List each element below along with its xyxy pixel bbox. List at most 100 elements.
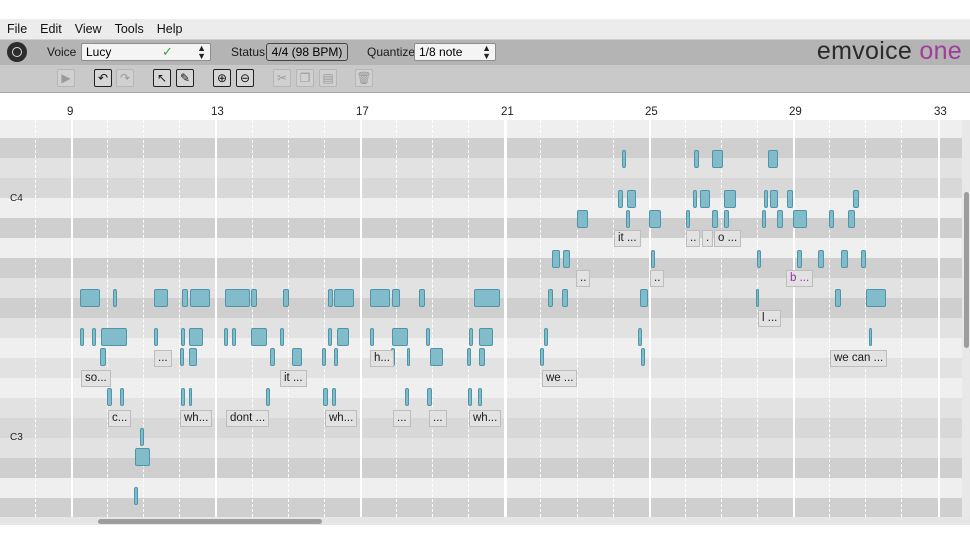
note-block[interactable] xyxy=(370,328,374,346)
select-tool-button[interactable]: ↖ xyxy=(153,69,171,87)
note-block[interactable] xyxy=(80,289,100,307)
undo-button[interactable]: ↶ xyxy=(94,69,112,87)
note-block[interactable] xyxy=(474,289,500,307)
note-block[interactable] xyxy=(479,328,493,346)
note-block[interactable] xyxy=(392,289,400,307)
quantize-select[interactable]: 1/8 note ▲ ▼ xyxy=(414,43,496,61)
note-block[interactable] xyxy=(712,210,718,228)
note-block[interactable] xyxy=(818,250,824,268)
note-block[interactable] xyxy=(322,348,326,366)
note-block[interactable] xyxy=(189,328,203,346)
note-block[interactable] xyxy=(641,348,645,366)
pitch-row[interactable] xyxy=(0,138,962,158)
lyric-label[interactable]: . xyxy=(702,230,714,247)
note-block[interactable] xyxy=(469,328,473,346)
delete-button[interactable]: 🗑 xyxy=(355,69,373,87)
note-block[interactable] xyxy=(92,328,96,346)
pitch-row[interactable] xyxy=(0,120,962,138)
note-block[interactable] xyxy=(651,250,655,268)
note-block[interactable] xyxy=(407,348,410,366)
note-block[interactable] xyxy=(756,289,759,307)
note-block[interactable] xyxy=(107,388,112,406)
note-block[interactable] xyxy=(638,328,642,346)
lyric-label[interactable]: wh... xyxy=(325,410,358,427)
note-block[interactable] xyxy=(768,150,778,168)
note-block[interactable] xyxy=(181,328,185,346)
lyric-label[interactable]: wh... xyxy=(469,410,502,427)
note-block[interactable] xyxy=(134,487,138,505)
horizontal-scrollbar[interactable] xyxy=(0,517,970,525)
menu-tools[interactable]: Tools xyxy=(114,22,144,36)
note-block[interactable] xyxy=(334,289,354,307)
lyric-label[interactable]: wh... xyxy=(180,410,213,427)
note-block[interactable] xyxy=(426,328,430,346)
vertical-scrollbar[interactable] xyxy=(962,120,970,517)
vertical-scroll-thumb[interactable] xyxy=(964,192,969,348)
note-block[interactable] xyxy=(693,190,697,208)
note-block[interactable] xyxy=(724,210,729,228)
note-block[interactable] xyxy=(700,190,710,208)
lyric-label[interactable]: we ... xyxy=(542,370,578,387)
note-block[interactable] xyxy=(479,348,485,366)
note-block[interactable] xyxy=(848,210,855,228)
note-block[interactable] xyxy=(181,388,185,406)
note-block[interactable] xyxy=(232,328,236,346)
lyric-label[interactable]: .. xyxy=(686,230,701,247)
note-block[interactable] xyxy=(793,210,807,228)
note-block[interactable] xyxy=(283,289,289,307)
lyric-label[interactable]: ... xyxy=(429,410,447,427)
note-block[interactable] xyxy=(332,388,336,406)
voice-select[interactable]: Lucy ✓ ▲ ▼ xyxy=(81,43,211,61)
note-block[interactable] xyxy=(190,289,210,307)
note-block[interactable] xyxy=(280,328,284,346)
pencil-tool-button[interactable]: ✎ xyxy=(176,69,194,87)
lyric-label[interactable]: ... xyxy=(154,350,172,367)
note-block[interactable] xyxy=(724,190,736,208)
lyric-label[interactable]: ... xyxy=(393,410,411,427)
note-block[interactable] xyxy=(869,328,872,346)
paste-button[interactable]: ▤ xyxy=(319,69,337,87)
note-block[interactable] xyxy=(419,289,425,307)
piano-roll-grid[interactable]: it ...... o ....... b ... l ... so...... h...… xyxy=(0,120,962,517)
note-block[interactable] xyxy=(225,289,250,307)
note-block[interactable] xyxy=(251,328,267,346)
note-block[interactable] xyxy=(777,210,783,228)
note-block[interactable] xyxy=(270,348,275,366)
zoom-out-button[interactable]: ⊖ xyxy=(236,69,254,87)
pitch-row[interactable] xyxy=(0,198,962,218)
note-block[interactable] xyxy=(405,388,409,406)
note-block[interactable] xyxy=(266,388,270,406)
note-block[interactable] xyxy=(787,190,793,208)
note-block[interactable] xyxy=(548,289,553,307)
lyric-label[interactable]: .. xyxy=(650,270,665,287)
note-block[interactable] xyxy=(334,348,338,366)
note-block[interactable] xyxy=(182,289,188,307)
note-block[interactable] xyxy=(140,428,144,446)
note-block[interactable] xyxy=(328,289,333,307)
pitch-row[interactable] xyxy=(0,158,962,178)
timeline-ruler[interactable]: 9 13 17 21 25 29 33 xyxy=(0,93,970,120)
menu-view[interactable]: View xyxy=(74,22,102,36)
note-block[interactable] xyxy=(577,210,588,228)
lyric-label[interactable]: it ... xyxy=(280,370,307,387)
note-block[interactable] xyxy=(797,250,802,268)
note-block[interactable] xyxy=(430,348,443,366)
note-block[interactable] xyxy=(841,250,848,268)
note-block[interactable] xyxy=(154,328,158,346)
lyric-label[interactable]: h... xyxy=(370,350,394,367)
menu-file[interactable]: File xyxy=(7,22,28,36)
copy-button[interactable]: ❐ xyxy=(296,69,314,87)
note-block[interactable] xyxy=(866,289,886,307)
lyric-label[interactable]: dont ... xyxy=(226,410,270,427)
zoom-in-button[interactable]: ⊕ xyxy=(213,69,231,87)
note-block[interactable] xyxy=(853,190,859,208)
note-block[interactable] xyxy=(649,210,661,228)
note-block[interactable] xyxy=(627,190,636,208)
note-block[interactable] xyxy=(544,328,548,346)
cut-button[interactable]: ✂ xyxy=(273,69,291,87)
note-block[interactable] xyxy=(370,289,390,307)
note-block[interactable] xyxy=(80,328,84,346)
note-block[interactable] xyxy=(694,150,699,168)
note-block[interactable] xyxy=(757,250,761,268)
note-block[interactable] xyxy=(618,190,623,208)
